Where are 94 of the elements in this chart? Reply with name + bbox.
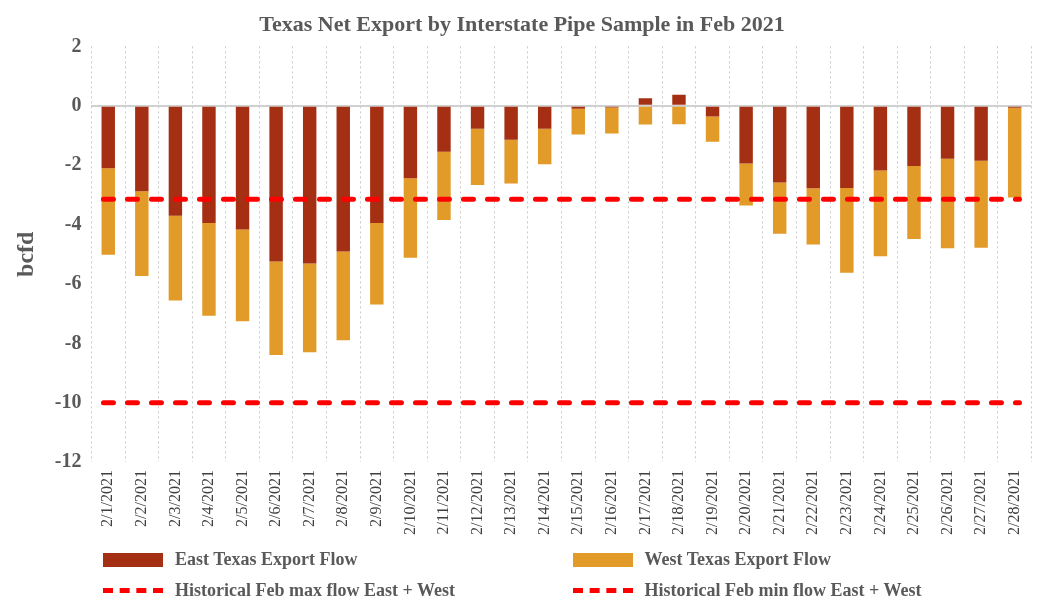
bar [168, 106, 183, 216]
x-tick-label: 2/3/2021 [165, 470, 183, 527]
bar [302, 106, 317, 264]
x-tick-label: 2/4/2021 [199, 470, 217, 527]
bar [739, 106, 753, 164]
bar [336, 106, 350, 252]
x-tick-label: 2/9/2021 [367, 470, 385, 527]
bar [840, 106, 854, 189]
bar [605, 107, 619, 134]
bar [437, 106, 451, 152]
bar [940, 106, 955, 159]
bar [638, 106, 653, 125]
bar [940, 158, 955, 249]
bar [470, 106, 485, 129]
bar [772, 106, 787, 183]
y-tick-label: -12 [54, 449, 82, 472]
bar [705, 116, 720, 142]
bar [403, 106, 418, 179]
x-tick-label: 2/8/2021 [333, 470, 351, 527]
bar [974, 160, 988, 248]
bar [403, 178, 418, 258]
bar [370, 223, 384, 305]
bar [537, 106, 552, 129]
bar [101, 106, 115, 169]
bar [437, 151, 451, 221]
x-tick-label: 2/5/2021 [232, 470, 250, 527]
x-tick-label: 2/10/2021 [400, 470, 418, 535]
y-tick-label: -8 [64, 330, 82, 353]
bar [907, 106, 921, 167]
x-tick-label: 2/21/2021 [769, 470, 787, 535]
bar [135, 191, 149, 276]
bar [739, 163, 753, 206]
bar [168, 215, 183, 301]
bar [504, 139, 518, 184]
bar [873, 170, 888, 257]
y-tick-label: 0 [71, 92, 82, 115]
x-tick-label: 2/22/2021 [803, 470, 821, 535]
legend-label: Historical Feb min flow East + West [644, 580, 922, 601]
bar [202, 106, 216, 224]
bar [974, 106, 988, 161]
bar [235, 106, 250, 230]
legend-label: Historical Feb max flow East + West [175, 580, 455, 601]
y-tick-label: -6 [64, 271, 82, 294]
x-tick-label: 2/18/2021 [669, 470, 687, 535]
x-tick-label: 2/11/2021 [434, 470, 452, 535]
bar [269, 261, 283, 355]
bar [806, 106, 820, 189]
bar [101, 168, 115, 255]
x-tick-label: 2/27/2021 [971, 470, 989, 535]
chart-title: Texas Net Export by Interstate Pipe Sample in Feb 2021 [259, 10, 785, 36]
x-tick-label: 2/23/2021 [837, 470, 855, 535]
x-tick-label: 2/28/2021 [1004, 470, 1022, 535]
y-tick-label: -4 [64, 211, 82, 234]
bar [336, 251, 350, 341]
bar [571, 108, 585, 135]
x-tick-label: 2/25/2021 [904, 470, 922, 535]
bar [873, 106, 888, 171]
bar [638, 98, 653, 105]
bar [840, 188, 854, 273]
bar [202, 223, 216, 316]
bar [537, 128, 552, 165]
y-axis-title: bcfd [11, 230, 38, 277]
bar [470, 128, 485, 186]
legend-label: East Texas Export Flow [175, 549, 358, 570]
x-tick-label: 2/15/2021 [568, 470, 586, 535]
y-tick-label: 2 [71, 33, 82, 56]
bar [235, 229, 250, 322]
x-tick-label: 2/6/2021 [266, 470, 284, 527]
x-tick-label: 2/2/2021 [132, 470, 150, 527]
x-tick-label: 2/1/2021 [98, 470, 116, 527]
bar [672, 94, 686, 105]
bar [135, 106, 149, 192]
bar [370, 106, 384, 224]
x-tick-label: 2/16/2021 [602, 470, 620, 535]
x-tick-label: 2/13/2021 [501, 470, 519, 535]
bar [907, 166, 921, 240]
bar [705, 106, 720, 117]
x-tick-label: 2/20/2021 [736, 470, 754, 535]
bar [302, 263, 317, 353]
x-tick-label: 2/7/2021 [299, 470, 317, 527]
y-tick-label: -10 [54, 389, 82, 412]
bar [269, 106, 283, 262]
x-tick-label: 2/24/2021 [870, 470, 888, 535]
bar [672, 106, 686, 125]
bar [1007, 107, 1022, 198]
bar [806, 188, 820, 245]
y-tick-label: -2 [64, 152, 82, 175]
x-tick-label: 2/26/2021 [937, 470, 955, 535]
x-tick-label: 2/19/2021 [702, 470, 720, 535]
x-tick-label: 2/14/2021 [534, 470, 552, 535]
bar [504, 106, 518, 140]
x-tick-label: 2/17/2021 [635, 470, 653, 535]
x-tick-label: 2/12/2021 [467, 470, 485, 535]
legend-label: West Texas Export Flow [644, 549, 832, 570]
